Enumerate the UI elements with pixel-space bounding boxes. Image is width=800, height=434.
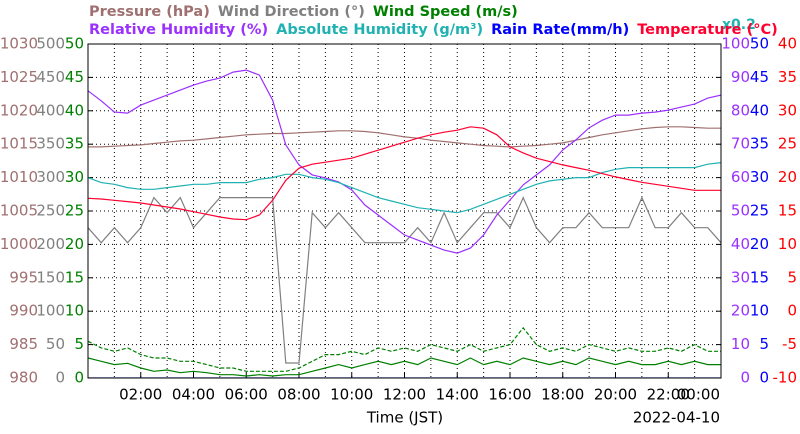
- x-tick-label: 16:00: [488, 386, 531, 404]
- y-tick-label: 35: [750, 135, 769, 153]
- y-tick-label: 30: [65, 168, 84, 186]
- y-tick-label: 45: [750, 68, 769, 86]
- plot-lines: [88, 69, 721, 378]
- x-tick-label: 02:00: [119, 386, 162, 404]
- y-tick-label: 1005: [0, 202, 38, 220]
- data-line: [88, 357, 721, 377]
- x-tick-label: 00:00: [677, 386, 720, 404]
- y-tick-label: 980: [9, 369, 38, 387]
- y-tick-label: 100: [721, 35, 750, 53]
- y-tick-label: 0: [740, 369, 750, 387]
- y-tick-label: 0: [74, 369, 84, 387]
- x-tick-label: 14:00: [436, 386, 479, 404]
- y-tick-label: 5: [74, 335, 84, 353]
- y-tick-label: 15: [778, 202, 797, 220]
- y-tick-label: 250: [36, 202, 65, 220]
- legend-entry: Relative Humidity (%): [89, 22, 268, 38]
- y-tick-label: 15: [750, 268, 769, 286]
- y-tick-label: 10: [65, 302, 84, 320]
- y-tick-label: 30: [778, 101, 797, 119]
- y-tick-label: 60: [731, 168, 750, 186]
- y-tick-label: 40: [731, 235, 750, 253]
- y-tick-label: 40: [750, 101, 769, 119]
- y-tick-label: 80: [731, 101, 750, 119]
- y-tick-label: 10: [750, 302, 769, 320]
- y-tick-label: 35: [778, 68, 797, 86]
- y-tick-label: 45: [65, 68, 84, 86]
- y-tick-label: 350: [36, 135, 65, 153]
- y-tick-label: 30: [750, 168, 769, 186]
- y-tick-label: 20: [750, 235, 769, 253]
- y-tick-label: 50: [750, 35, 769, 53]
- y-tick-label: 25: [778, 135, 797, 153]
- x-tick-label: 18:00: [541, 386, 584, 404]
- x-tick-label: 12:00: [383, 386, 426, 404]
- data-line: [88, 326, 721, 372]
- plot-frame: [87, 43, 722, 379]
- y-tick-label: 40: [778, 35, 797, 53]
- y-tick-label: 5: [759, 335, 769, 353]
- y-tick-label: 450: [36, 68, 65, 86]
- data-line: [88, 196, 721, 364]
- y-tick-label: 400: [36, 101, 65, 119]
- legend-entry: Absolute Humidity (g/m³): [276, 22, 483, 38]
- y-tick-label: 1020: [0, 101, 38, 119]
- y-tick-label: 1030: [0, 35, 38, 53]
- y-tick-label: 100: [36, 302, 65, 320]
- x-tick-label: 04:00: [172, 386, 215, 404]
- y-tick-label: 25: [65, 202, 84, 220]
- y-tick-label: 50: [731, 202, 750, 220]
- legend-entry: Wind Direction (°): [218, 4, 365, 20]
- data-line: [88, 162, 721, 214]
- x-tick-label: 06:00: [225, 386, 268, 404]
- y-tick-label: 1000: [0, 235, 38, 253]
- x-tick-label: 22:00: [647, 386, 690, 404]
- y-tick-label: 0: [55, 369, 65, 387]
- y-tick-label: 20: [731, 302, 750, 320]
- y-tick-label: 35: [65, 135, 84, 153]
- x-tick-label: 20:00: [594, 386, 637, 404]
- y-tick-label: 200: [36, 235, 65, 253]
- legend-entry: Wind Speed (m/s): [373, 4, 518, 20]
- x-axis-label: Time (JST): [366, 409, 443, 427]
- y-tick-label: 25: [750, 202, 769, 220]
- x-tick-label: 10:00: [330, 386, 373, 404]
- y-tick-label: 30: [731, 268, 750, 286]
- y-tick-label: 1015: [0, 135, 38, 153]
- y-tick-label: 1010: [0, 168, 38, 186]
- y-tick-label: 20: [778, 168, 797, 186]
- y-tick-label: 50: [46, 335, 65, 353]
- legend-entry: Pressure (hPa): [89, 4, 210, 20]
- y-tick-label: 150: [36, 268, 65, 286]
- y-tick-label: 50: [65, 35, 84, 53]
- y-tick-label: 70: [731, 135, 750, 153]
- y-tick-label: -5: [782, 335, 797, 353]
- y-tick-label: 990: [9, 302, 38, 320]
- data-line: [88, 126, 721, 148]
- x-tick-label: 08:00: [277, 386, 320, 404]
- data-line: [88, 69, 721, 254]
- y-tick-label: 5: [787, 268, 797, 286]
- legend-entry: Rain Rate(mm/h): [491, 22, 629, 38]
- y-tick-label: 10: [731, 335, 750, 353]
- data-line: [88, 126, 721, 221]
- y-tick-label: 0: [759, 369, 769, 387]
- y-tick-label: 1025: [0, 68, 38, 86]
- y-tick-label: 90: [731, 68, 750, 86]
- y-tick-label: 300: [36, 168, 65, 186]
- y-tick-label: 0: [787, 302, 797, 320]
- y-tick-label: -10: [773, 369, 798, 387]
- y-tick-label: 20: [65, 235, 84, 253]
- y-tick-label: 15: [65, 268, 84, 286]
- y-tick-label: 40: [65, 101, 84, 119]
- y-tick-label: 10: [778, 235, 797, 253]
- y-tick-label: 985: [9, 335, 38, 353]
- scale-note: x0.2: [722, 17, 756, 33]
- y-tick-label: 500: [36, 35, 65, 53]
- date-label: 2022-04-10: [633, 409, 720, 427]
- y-tick-label: 995: [9, 268, 38, 286]
- legend-entry: Temperature (°C): [637, 22, 778, 38]
